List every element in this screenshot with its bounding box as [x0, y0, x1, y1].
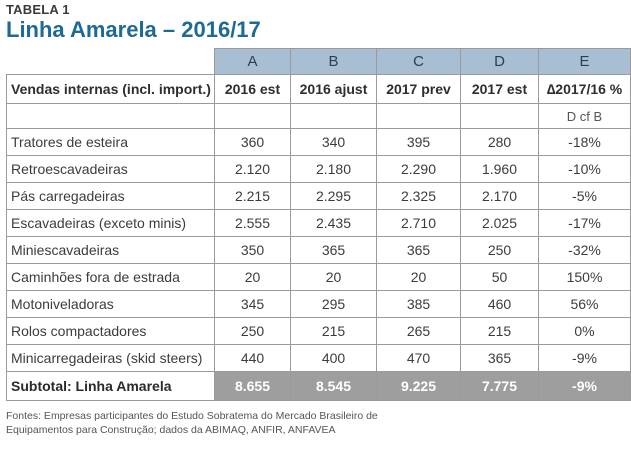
empty-cell [290, 103, 377, 129]
table-cell: 20 [290, 263, 377, 291]
table-cell: 215 [460, 317, 539, 345]
table-cell: 1.960 [460, 155, 539, 183]
table-cell: 2.215 [214, 182, 291, 210]
subtotal-value: 7.775 [460, 371, 539, 401]
table-cell: 265 [376, 317, 461, 345]
table-cell: -5% [538, 182, 631, 210]
column-letter-b: B [290, 48, 377, 75]
table-cell: 150% [538, 263, 631, 291]
table-row: Minicarregadeiras (skid steers) 440 400 470… [6, 344, 631, 372]
subtotal-label: Subtotal: Linha Amarela [6, 371, 215, 401]
table-cell: 470 [376, 344, 461, 372]
table-cell: 440 [214, 344, 291, 372]
row-label: Caminhões fora de estrada [6, 263, 215, 291]
row-label: Pás carregadeiras [6, 182, 215, 210]
table-cell: -17% [538, 209, 631, 237]
table-cell: -9% [538, 344, 631, 372]
subtotal-value: 8.655 [214, 371, 291, 401]
table-cell: 340 [290, 128, 377, 156]
empty-cell [460, 103, 539, 129]
table-cell: 365 [376, 236, 461, 264]
column-header: 2016 ajust [290, 74, 377, 104]
table-cell: 20 [376, 263, 461, 291]
column-letter-row: A B C D E [6, 48, 631, 75]
sales-table: A B C D E Vendas internas (incl. import.… [6, 48, 631, 401]
table-cell: 385 [376, 290, 461, 318]
table-cell: 2.025 [460, 209, 539, 237]
table-cell: 345 [214, 290, 291, 318]
footnote-line: Equipamentos para Construção; dados da A… [6, 424, 336, 436]
table-cell: 365 [460, 344, 539, 372]
row-label: Minicarregadeiras (skid steers) [6, 344, 215, 372]
column-header: 2016 est [214, 74, 291, 104]
row-label: Retroescavadeiras [6, 155, 215, 183]
empty-corner-cell [6, 48, 215, 75]
table-cell: -10% [538, 155, 631, 183]
table-cell: 280 [460, 128, 539, 156]
table-cell: 295 [290, 290, 377, 318]
row-label: Miniescavadeiras [6, 236, 215, 264]
column-header: ∆2017/16 % [538, 74, 631, 104]
table-cell: 2.180 [290, 155, 377, 183]
subtotal-value: 8.545 [290, 371, 377, 401]
column-header: 2017 prev [376, 74, 461, 104]
source-footnote: Fontes: Empresas participantes do Estudo… [6, 409, 606, 437]
table-row: Caminhões fora de estrada 20 20 20 50 150% [6, 263, 631, 291]
table-cell: 360 [214, 128, 291, 156]
column-header-row: Vendas internas (incl. import.) 2016 est… [6, 74, 631, 104]
row-label: Escavadeiras (exceto minis) [6, 209, 215, 237]
table-title: Linha Amarela – 2016/17 [6, 17, 261, 42]
table-cell: 2.170 [460, 182, 539, 210]
table-cell: 2.710 [376, 209, 461, 237]
sub-header-row: D cf B [6, 103, 631, 129]
table-cell: 250 [214, 317, 291, 345]
table-cell: 2.555 [214, 209, 291, 237]
row-label: Motoniveladoras [6, 290, 215, 318]
table-cell: -18% [538, 128, 631, 156]
table-cell: 20 [214, 263, 291, 291]
table-row: Pás carregadeiras 2.215 2.295 2.325 2.170 -5% [6, 182, 631, 210]
row-label: Tratores de esteira [6, 128, 215, 156]
table-cell: 215 [290, 317, 377, 345]
column-letter-a: A [214, 48, 291, 75]
table-row: Rolos compactadores 250 215 265 215 0% [6, 317, 631, 345]
row-label: Rolos compactadores [6, 317, 215, 345]
subtotal-value: 9.225 [376, 371, 461, 401]
table-cell: 460 [460, 290, 539, 318]
table-row: Escavadeiras (exceto minis) 2.555 2.435 2.7… [6, 209, 631, 237]
table-cell: 50 [460, 263, 539, 291]
table-cell: 2.435 [290, 209, 377, 237]
table-cell: 2.290 [376, 155, 461, 183]
table-cell: 56% [538, 290, 631, 318]
subtotal-value: -9% [538, 371, 631, 401]
table-row: Motoniveladoras 345 295 385 460 56% [6, 290, 631, 318]
column-letter-c: C [376, 48, 461, 75]
table-label: TABELA 1 [6, 2, 70, 17]
footnote-line: Fontes: Empresas participantes do Estudo… [6, 410, 378, 422]
table-row: Retroescavadeiras 2.120 2.180 2.290 1.960 -10… [6, 155, 631, 183]
table-cell: 2.325 [376, 182, 461, 210]
empty-cell [214, 103, 291, 129]
column-header: 2017 est [460, 74, 539, 104]
empty-cell [6, 103, 215, 129]
table-cell: 0% [538, 317, 631, 345]
table-cell: 350 [214, 236, 291, 264]
column-letter-e: E [538, 48, 631, 75]
table-cell: -32% [538, 236, 631, 264]
table-cell: 395 [376, 128, 461, 156]
subtotal-row: Subtotal: Linha Amarela 8.655 8.545 9.22… [6, 371, 631, 401]
table-cell: 2.120 [214, 155, 291, 183]
table-cell: 2.295 [290, 182, 377, 210]
column-letter-d: D [460, 48, 539, 75]
table-body: Tratores de esteira 360 340 395 280 -18% Retro… [6, 128, 631, 372]
table-cell: 250 [460, 236, 539, 264]
table-row: Tratores de esteira 360 340 395 280 -18% [6, 128, 631, 156]
table-row: Miniescavadeiras 350 365 365 250 -32% [6, 236, 631, 264]
table-cell: 400 [290, 344, 377, 372]
row-header-label: Vendas internas (incl. import.) [6, 74, 215, 104]
sub-header-note: D cf B [538, 103, 631, 129]
empty-cell [376, 103, 461, 129]
table-cell: 365 [290, 236, 377, 264]
